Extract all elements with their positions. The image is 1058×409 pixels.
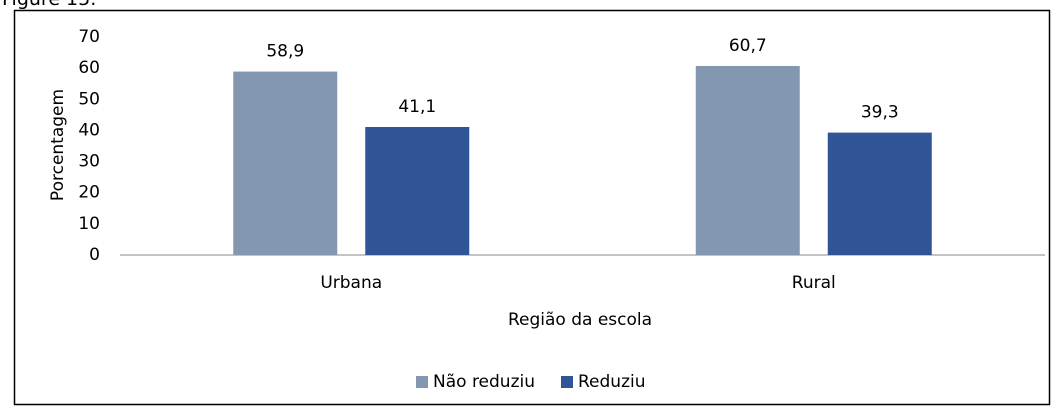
chart-border	[13, 9, 1051, 406]
y-tick-label: 40	[78, 120, 100, 140]
y-tick-label: 30	[78, 152, 100, 172]
y-tick-label: 10	[78, 214, 100, 234]
y-tick-label: 70	[78, 27, 100, 47]
caption: Figure 15.	[2, 0, 96, 10]
bar	[233, 71, 338, 255]
bar	[365, 127, 470, 255]
y-tick-label: 0	[89, 245, 100, 265]
bar	[827, 132, 932, 255]
legend-swatch	[416, 376, 428, 388]
x-tick-label: Urbana	[320, 273, 382, 293]
x-axis-title: Região da escola	[508, 310, 652, 330]
value-label: 41,1	[398, 97, 436, 117]
legend-swatch	[561, 376, 573, 388]
value-label: 58,9	[266, 42, 304, 62]
bar	[695, 65, 800, 255]
y-tick-label: 60	[78, 58, 100, 78]
value-label: 39,3	[861, 103, 899, 123]
x-tick-label: Rural	[792, 273, 836, 293]
y-tick-label: 20	[78, 183, 100, 203]
legend-label: Reduziu	[578, 372, 646, 392]
legend-label: Não reduziu	[433, 372, 535, 392]
y-tick-label: 50	[78, 89, 100, 109]
value-label: 60,7	[729, 36, 767, 56]
y-axis-title: Porcentagem	[48, 89, 68, 201]
